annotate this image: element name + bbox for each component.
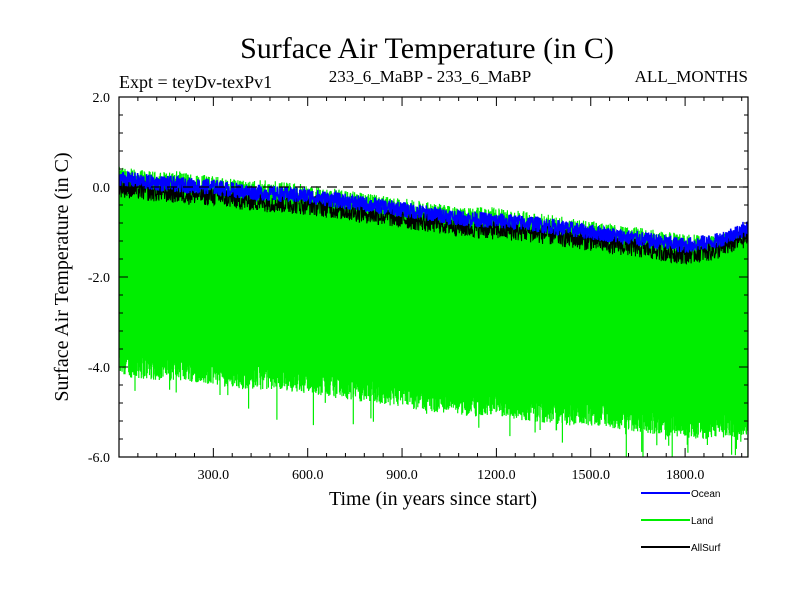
y-tick-label: -6.0	[88, 451, 110, 466]
x-tick-label: 600.0	[292, 468, 324, 483]
x-axis-label: Time (in years since start)	[329, 488, 537, 510]
comparison-label: 233_6_MaBP - 233_6_MaBP	[329, 67, 531, 86]
series-group	[119, 166, 748, 457]
months-label: ALL_MONTHS	[635, 67, 748, 86]
x-tick-label: 1500.0	[572, 468, 611, 483]
x-tick-label: 300.0	[198, 468, 230, 483]
y-tick-label: 0.0	[93, 181, 111, 196]
chart-title: Surface Air Temperature (in C)	[240, 32, 614, 65]
x-tick-label: 900.0	[386, 468, 418, 483]
plot-area	[119, 166, 748, 457]
experiment-label: Expt = teyDv-texPv1	[119, 72, 272, 92]
axes: 300.0 600.0 900.0 1200.0 1500.0 1800.0 2.0 0.0 -…	[88, 91, 749, 483]
series-land-band	[119, 166, 748, 457]
series-ocean-line	[119, 170, 748, 253]
y-tick-label: -4.0	[88, 361, 110, 376]
x-tick-label: 1200.0	[477, 468, 516, 483]
legend: Ocean Land AllSurf	[641, 489, 721, 554]
legend-label-land: Land	[691, 516, 713, 527]
x-tick-label: 1800.0	[666, 468, 705, 483]
legend-label-ocean: Ocean	[691, 489, 720, 500]
y-axis-label: Surface Air Temperature (in C)	[51, 152, 73, 401]
y-tick-label: -2.0	[88, 271, 110, 286]
y-tick-label: 2.0	[93, 91, 111, 106]
legend-label-allsurf: AllSurf	[691, 543, 721, 554]
